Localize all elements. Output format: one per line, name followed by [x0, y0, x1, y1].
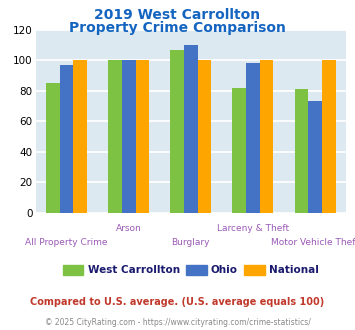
Text: 2019 West Carrollton: 2019 West Carrollton — [94, 8, 261, 22]
Bar — [170, 50, 184, 213]
Text: Burglary: Burglary — [171, 238, 210, 247]
Bar — [246, 63, 260, 213]
Text: Arson: Arson — [116, 224, 142, 233]
Bar — [46, 83, 60, 213]
Text: Larceny & Theft: Larceny & Theft — [217, 224, 289, 233]
Text: All Property Crime: All Property Crime — [25, 238, 108, 247]
Text: Compared to U.S. average. (U.S. average equals 100): Compared to U.S. average. (U.S. average … — [31, 297, 324, 307]
Legend: West Carrollton, Ohio, National: West Carrollton, Ohio, National — [62, 265, 319, 275]
Bar — [322, 60, 335, 213]
Bar — [260, 60, 273, 213]
Text: Motor Vehicle Theft: Motor Vehicle Theft — [271, 238, 355, 247]
Bar — [136, 60, 149, 213]
Bar — [295, 89, 308, 213]
Bar — [198, 60, 211, 213]
Bar — [73, 60, 87, 213]
Bar — [308, 101, 322, 213]
Bar — [233, 88, 246, 213]
Text: © 2025 CityRating.com - https://www.cityrating.com/crime-statistics/: © 2025 CityRating.com - https://www.city… — [45, 318, 310, 327]
Bar — [108, 60, 122, 213]
Bar — [60, 65, 73, 213]
Text: Property Crime Comparison: Property Crime Comparison — [69, 21, 286, 35]
Bar — [122, 60, 136, 213]
Bar — [184, 45, 198, 213]
